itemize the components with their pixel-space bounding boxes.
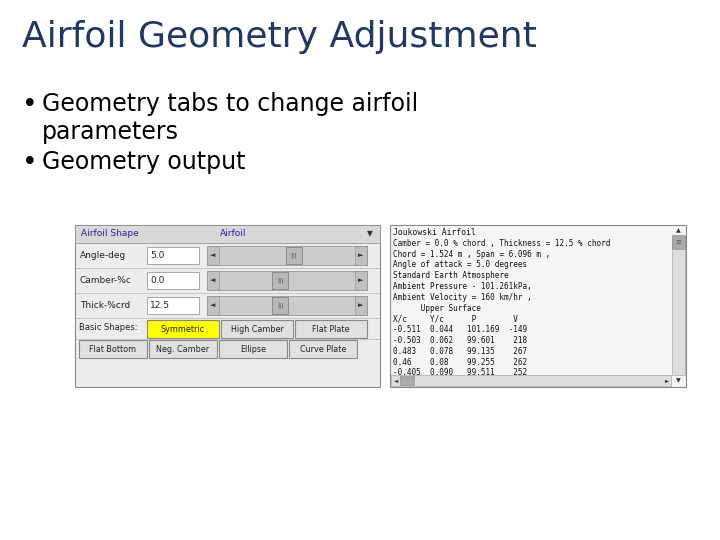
FancyBboxPatch shape bbox=[295, 320, 367, 338]
Text: ◄: ◄ bbox=[210, 253, 216, 259]
FancyBboxPatch shape bbox=[79, 340, 147, 358]
FancyBboxPatch shape bbox=[400, 376, 414, 385]
Text: Flat Plate: Flat Plate bbox=[312, 325, 350, 334]
FancyBboxPatch shape bbox=[207, 246, 219, 265]
Text: |||: ||| bbox=[277, 278, 284, 284]
FancyBboxPatch shape bbox=[147, 247, 199, 264]
Text: Thick-%crd: Thick-%crd bbox=[80, 301, 130, 310]
Text: Ellipse: Ellipse bbox=[240, 345, 266, 354]
Text: ►: ► bbox=[359, 302, 364, 308]
FancyBboxPatch shape bbox=[355, 246, 367, 265]
Text: Upper Surface: Upper Surface bbox=[393, 303, 481, 313]
FancyBboxPatch shape bbox=[672, 235, 685, 249]
FancyBboxPatch shape bbox=[207, 296, 367, 315]
Text: Airfoil Geometry Adjustment: Airfoil Geometry Adjustment bbox=[22, 20, 537, 54]
Text: ►: ► bbox=[359, 253, 364, 259]
Text: ▲: ▲ bbox=[676, 228, 681, 233]
Text: ▼: ▼ bbox=[676, 379, 681, 383]
Text: X/c     Y/c      P        V: X/c Y/c P V bbox=[393, 314, 518, 323]
Text: •: • bbox=[22, 92, 37, 118]
FancyBboxPatch shape bbox=[272, 297, 288, 314]
Text: Curve Plate: Curve Plate bbox=[300, 345, 346, 354]
Text: ◄: ◄ bbox=[394, 378, 398, 383]
Text: -0.503  0.062   99.601    218: -0.503 0.062 99.601 218 bbox=[393, 336, 527, 345]
Text: |||: ||| bbox=[291, 253, 297, 258]
Text: •: • bbox=[22, 150, 37, 176]
FancyBboxPatch shape bbox=[207, 271, 367, 290]
Text: High Camber: High Camber bbox=[230, 325, 284, 334]
Text: Airfoil Shape: Airfoil Shape bbox=[81, 230, 139, 239]
FancyBboxPatch shape bbox=[147, 297, 199, 314]
Text: ►: ► bbox=[359, 278, 364, 284]
FancyBboxPatch shape bbox=[286, 247, 302, 264]
Text: 12.5: 12.5 bbox=[150, 301, 170, 310]
Text: 0.46    0.08    99.255    262: 0.46 0.08 99.255 262 bbox=[393, 357, 527, 367]
Text: ≡: ≡ bbox=[675, 239, 681, 245]
Text: Ambient Velocity = 160 km/hr ,: Ambient Velocity = 160 km/hr , bbox=[393, 293, 532, 302]
Text: ◄: ◄ bbox=[210, 302, 216, 308]
Text: -0.511  0.044   101.169  -149: -0.511 0.044 101.169 -149 bbox=[393, 325, 527, 334]
Text: Symmetric: Symmetric bbox=[161, 325, 205, 334]
FancyBboxPatch shape bbox=[147, 272, 199, 289]
Text: Standard Earth Atmosphere: Standard Earth Atmosphere bbox=[393, 271, 508, 280]
FancyBboxPatch shape bbox=[355, 271, 367, 290]
Text: Angle-deg: Angle-deg bbox=[80, 251, 126, 260]
Text: Basic Shapes:: Basic Shapes: bbox=[79, 323, 138, 333]
Text: ►: ► bbox=[665, 378, 669, 383]
FancyBboxPatch shape bbox=[391, 375, 671, 386]
Text: Camber = 0.0 % chord , Thickness = 12.5 % chord: Camber = 0.0 % chord , Thickness = 12.5 … bbox=[393, 239, 611, 248]
FancyBboxPatch shape bbox=[390, 225, 686, 387]
FancyBboxPatch shape bbox=[75, 225, 380, 243]
Text: Ambient Pressure - 101.261kPa,: Ambient Pressure - 101.261kPa, bbox=[393, 282, 532, 291]
Text: Geometry tabs to change airfoil
parameters: Geometry tabs to change airfoil paramete… bbox=[42, 92, 418, 144]
FancyBboxPatch shape bbox=[207, 271, 219, 290]
Text: Geometry output: Geometry output bbox=[42, 150, 246, 174]
FancyBboxPatch shape bbox=[75, 225, 380, 387]
Text: Camber-%c: Camber-%c bbox=[80, 276, 132, 285]
Text: 0.0: 0.0 bbox=[150, 276, 164, 285]
Text: Neg. Camber: Neg. Camber bbox=[156, 345, 210, 354]
Text: Angle of attack = 5.0 degrees: Angle of attack = 5.0 degrees bbox=[393, 260, 527, 269]
Text: Chord = 1.524 m , Span = 6.096 m ,: Chord = 1.524 m , Span = 6.096 m , bbox=[393, 249, 550, 259]
Text: 0.483   0.078   99.135    267: 0.483 0.078 99.135 267 bbox=[393, 347, 527, 356]
FancyBboxPatch shape bbox=[219, 340, 287, 358]
Text: Airfoil: Airfoil bbox=[220, 230, 246, 239]
Text: ◄: ◄ bbox=[210, 278, 216, 284]
FancyBboxPatch shape bbox=[207, 246, 367, 265]
Text: ▼: ▼ bbox=[367, 230, 373, 239]
FancyBboxPatch shape bbox=[147, 320, 219, 338]
Text: -0.405  0.090   99.511    252: -0.405 0.090 99.511 252 bbox=[393, 368, 527, 377]
FancyBboxPatch shape bbox=[355, 296, 367, 315]
FancyBboxPatch shape bbox=[221, 320, 293, 338]
FancyBboxPatch shape bbox=[672, 237, 685, 375]
FancyBboxPatch shape bbox=[149, 340, 217, 358]
FancyBboxPatch shape bbox=[272, 272, 288, 289]
Text: Flat Bottom: Flat Bottom bbox=[89, 345, 137, 354]
FancyBboxPatch shape bbox=[207, 296, 219, 315]
Text: Joukowski Airfoil: Joukowski Airfoil bbox=[393, 228, 476, 237]
FancyBboxPatch shape bbox=[289, 340, 357, 358]
Text: |||: ||| bbox=[277, 303, 284, 308]
Text: 5.0: 5.0 bbox=[150, 251, 164, 260]
